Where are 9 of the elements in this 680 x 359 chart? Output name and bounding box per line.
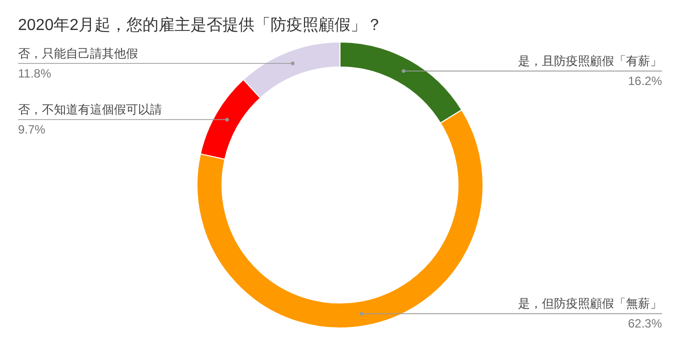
data-label: 62.3% [628, 316, 662, 331]
data-label: 16.2% [628, 74, 662, 88]
data-label: 9.7% [18, 122, 46, 137]
data-label: 11.8% [18, 66, 52, 80]
slice-label: 是，但防疫照顧假「無薪」 [518, 296, 662, 311]
slice-label: 是，且防疫照顧假「有薪」 [518, 54, 662, 68]
slice-label: 否，只能自己請其他假 [18, 46, 138, 60]
chart-title: 2020年2月起，您的雇主是否提供「防疫照顧假」？ [18, 16, 382, 34]
slice-label: 否，不知道有這個假可以請 [18, 102, 162, 117]
